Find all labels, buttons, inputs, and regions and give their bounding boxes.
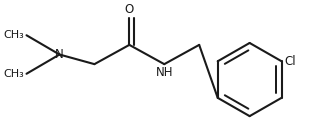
Text: CH₃: CH₃ [4, 69, 24, 79]
Text: Cl: Cl [285, 55, 296, 68]
Text: NH: NH [156, 66, 173, 79]
Text: N: N [55, 48, 64, 61]
Text: O: O [125, 3, 134, 16]
Text: CH₃: CH₃ [4, 30, 24, 40]
